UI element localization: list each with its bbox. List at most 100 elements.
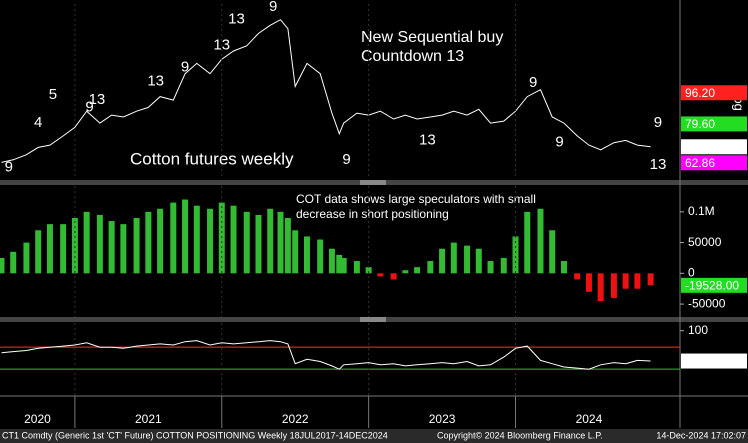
value-box-label: 69.27 — [685, 140, 715, 154]
bar — [182, 199, 189, 274]
value-box — [681, 85, 747, 101]
bar — [427, 261, 434, 274]
bar — [83, 211, 90, 274]
bar — [0, 257, 5, 274]
bar — [317, 239, 324, 274]
sequential-count: 9 — [269, 0, 277, 15]
bar — [96, 214, 103, 274]
bar — [71, 217, 78, 274]
sequential-count: 9 — [5, 159, 13, 176]
bar — [336, 254, 343, 274]
value-box-label: -19528.00 — [685, 279, 739, 293]
bar — [560, 261, 567, 274]
bar — [230, 205, 237, 274]
line — [1, 19, 651, 163]
bar — [10, 251, 17, 274]
bar — [597, 273, 604, 302]
bar — [35, 230, 42, 274]
bar — [439, 248, 446, 274]
bar — [402, 270, 409, 274]
bar — [377, 273, 384, 277]
bar — [284, 217, 291, 274]
note: New Sequential buy — [361, 29, 503, 46]
sequential-count: 4 — [34, 114, 42, 131]
bar — [487, 261, 494, 274]
value-box — [681, 353, 747, 369]
value-box — [681, 155, 747, 171]
bar — [414, 267, 421, 274]
value-box — [681, 116, 747, 132]
y-tick-label: -50000 — [688, 296, 726, 310]
line — [1, 340, 651, 370]
footer-center: Copyright© 2024 Bloomberg Finance L.P. — [437, 430, 603, 440]
bar — [292, 230, 299, 274]
bar — [500, 257, 507, 274]
note: Countdown 13 — [361, 48, 464, 65]
separator-handle — [360, 180, 386, 185]
sequential-count: 5 — [49, 86, 57, 103]
value-box-label: 96.20 — [685, 86, 715, 100]
bar — [340, 257, 347, 274]
bar — [60, 224, 67, 274]
bar — [207, 208, 214, 274]
bar — [243, 211, 250, 274]
sequential-count: 13 — [147, 72, 164, 89]
sequential-count: 9 — [555, 134, 563, 151]
bar — [303, 236, 310, 274]
x-tick-label: 2023 — [429, 412, 456, 426]
bar — [610, 273, 617, 298]
x-tick-label: 2021 — [135, 412, 162, 426]
sequential-count: 13 — [650, 156, 667, 173]
bar — [255, 214, 262, 274]
bar — [193, 205, 200, 274]
x-tick-label: 2022 — [282, 412, 309, 426]
value-box — [681, 277, 747, 293]
footer-left: CT1 Comdty (Generic 1st 'CT' Future) COT… — [2, 430, 388, 440]
bar — [145, 211, 152, 274]
bar — [120, 224, 127, 274]
bar — [450, 242, 457, 274]
sequential-count: 9 — [342, 151, 350, 168]
bar — [475, 248, 482, 274]
note: decrease in short positioning — [296, 207, 449, 221]
y-tick-label: 0.1M — [688, 204, 715, 218]
value-box-label: 44.792 — [685, 354, 722, 368]
bar — [328, 248, 335, 274]
value-box-label: 79.60 — [685, 117, 715, 131]
bar — [524, 211, 531, 274]
bar — [512, 236, 519, 274]
note: COT data shows large speculators with sm… — [296, 192, 536, 206]
bar — [585, 273, 592, 292]
bar — [23, 242, 30, 274]
sequential-count: 9 — [654, 114, 662, 131]
y-tick-label: 0 — [688, 266, 695, 280]
bar — [170, 202, 177, 274]
bar — [574, 273, 581, 280]
x-tick-label: 2024 — [576, 412, 603, 426]
bar — [464, 245, 471, 274]
sequential-count: 9 — [529, 74, 537, 91]
bar — [133, 217, 140, 274]
x-tick-label: 2020 — [24, 412, 51, 426]
bar — [108, 221, 115, 274]
bar — [365, 267, 372, 274]
bar — [267, 208, 274, 274]
bar — [157, 208, 164, 274]
sequential-count: 13 — [89, 91, 106, 108]
value-box — [681, 139, 747, 155]
bar — [549, 230, 556, 274]
bar — [647, 273, 654, 286]
bar — [622, 273, 629, 289]
y-tick-label: 100 — [688, 323, 708, 337]
separator-handle — [360, 317, 386, 322]
bar — [390, 273, 397, 280]
note: Cotton futures weekly — [130, 149, 294, 168]
bar — [537, 208, 544, 274]
bar — [634, 273, 641, 289]
bar — [353, 261, 360, 274]
bar — [46, 224, 53, 274]
sequential-count: 9 — [181, 59, 189, 76]
value-box-label: 62.86 — [685, 156, 715, 170]
sequential-count: 13 — [419, 131, 436, 148]
